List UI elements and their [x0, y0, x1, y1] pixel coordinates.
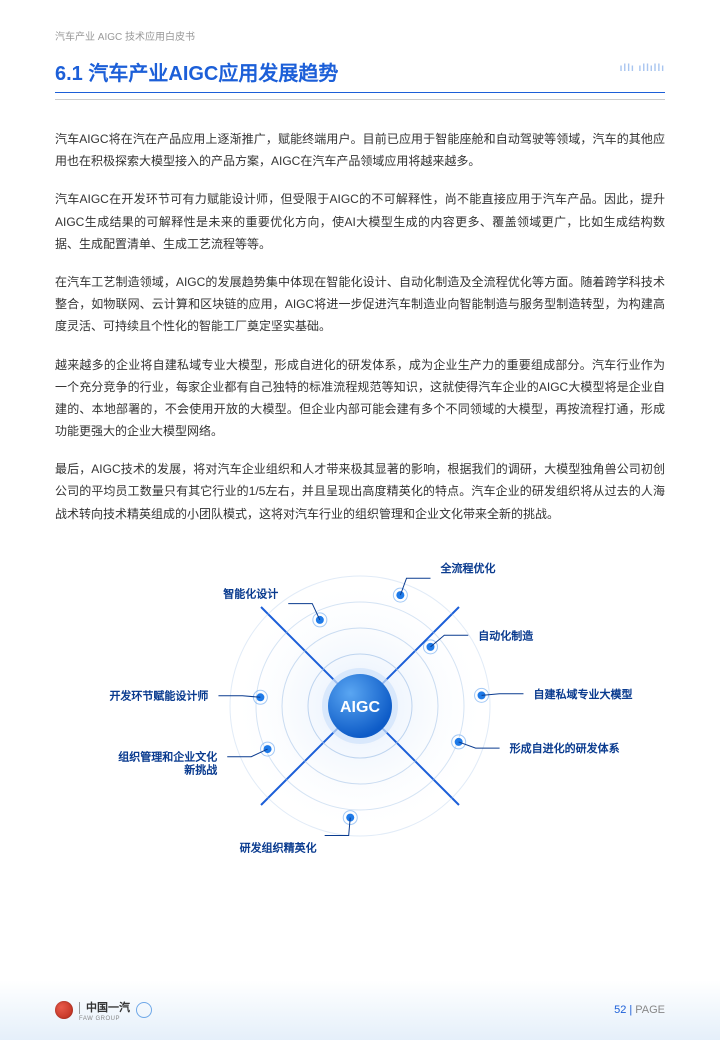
page-number-value: 52	[614, 1004, 626, 1016]
page-label: PAGE	[635, 1004, 665, 1016]
title-underline	[55, 99, 665, 100]
section-number: 6.1	[55, 63, 83, 85]
svg-text:智能化设计: 智能化设计	[223, 586, 278, 600]
page-number: 52|PAGE	[614, 1004, 665, 1016]
svg-text:自建私域专业大模型: 自建私域专业大模型	[533, 687, 632, 701]
section-heading-text: 汽车产业AIGC应用发展趋势	[88, 63, 338, 85]
doc-header: 汽车产业 AIGC 技术应用白皮书	[55, 28, 665, 43]
paragraph: 汽车AIGC将在汽在产品应用上逐渐推广，赋能终端用户。目前已应用于智能座舱和自动…	[55, 128, 665, 172]
paragraph: 最后，AIGC技术的发展，将对汽车企业组织和人才带来极其显著的影响，根据我们的调…	[55, 458, 665, 525]
paragraph: 在汽车工艺制造领域，AIGC的发展趋势集中体现在智能化设计、自动化制造及全流程优…	[55, 271, 665, 338]
svg-text:新挑战: 新挑战	[184, 763, 217, 777]
svg-text:自动化制造: 自动化制造	[478, 628, 534, 642]
aigc-radar-diagram: AIGC 智能化设计 全流程优化自动化制造开发环节赋能设计师 自建私域专业大模型组织管…	[55, 541, 665, 871]
paragraph: 汽车AIGC在开发环节可有力赋能设计师，但受限于AIGC的不可解释性，尚不能直接…	[55, 188, 665, 255]
section-title: 6.1 汽车产业AIGC应用发展趋势 ıllı ıllıllı	[55, 57, 665, 93]
org-subname: FAW GROUP	[79, 1016, 130, 1022]
partner-logo-icon	[136, 1002, 152, 1018]
page-footer: 中国一汽 FAW GROUP 52|PAGE	[55, 998, 665, 1022]
svg-text:组织管理和企业文化: 组织管理和企业文化	[118, 750, 217, 764]
svg-text:形成自进化的研发体系: 形成自进化的研发体系	[510, 741, 620, 755]
svg-text:开发环节赋能设计师: 开发环节赋能设计师	[109, 689, 208, 703]
footer-logo-group: 中国一汽 FAW GROUP	[55, 998, 152, 1022]
radar-svg: AIGC 智能化设计 全流程优化自动化制造开发环节赋能设计师 自建私域专业大模型组织管…	[80, 541, 640, 871]
paragraph: 越来越多的企业将自建私域专业大模型，形成自进化的研发体系，成为企业生产力的重要组…	[55, 354, 665, 443]
svg-text:AIGC: AIGC	[340, 699, 380, 716]
org-name: 中国一汽	[79, 1002, 130, 1014]
wave-decoration-icon: ıllı ıllıllı	[620, 63, 665, 74]
svg-text:全流程优化: 全流程优化	[440, 561, 496, 575]
faw-logo-icon	[55, 1001, 73, 1019]
svg-text:研发组织精英化: 研发组织精英化	[240, 840, 317, 854]
